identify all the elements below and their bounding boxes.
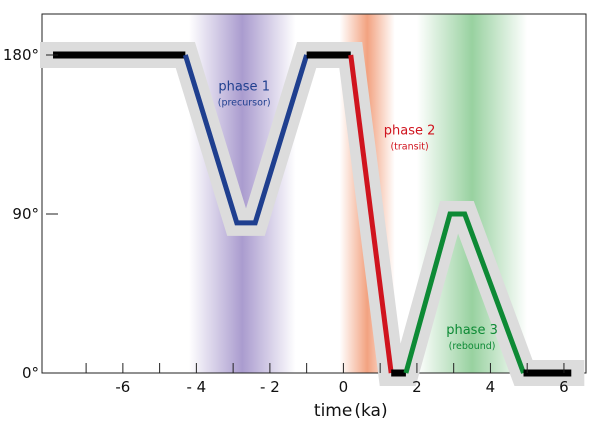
series-phase2-3: [348, 54, 394, 374]
y-tick-label: 0°: [22, 364, 39, 382]
phase-3-title: phase 3: [446, 323, 498, 338]
plot-frame: [41, 13, 587, 374]
axis-ticks: -6 - 4 - 2 0 2 4 6 0° 90° 180°: [3, 46, 569, 396]
x-tick-label: 6: [559, 378, 569, 396]
x-axis-title: time (ka): [314, 401, 388, 421]
series-lines: [53, 51, 572, 377]
series-phase1-1: [182, 54, 310, 226]
x-tick-label: -6: [115, 378, 130, 396]
x-tick-label: 2: [412, 378, 422, 396]
phase-1-title: phase 1: [218, 79, 270, 94]
y-tick-label: 90°: [12, 205, 39, 223]
phase-3-subtitle: (rebound): [449, 341, 496, 352]
x-tick-label: - 2: [260, 378, 280, 396]
y-tick-label: 180°: [3, 46, 39, 64]
x-tick-label: 4: [486, 378, 496, 396]
phase-1-subtitle: (precursor): [218, 97, 271, 108]
phase-band-1: [189, 14, 296, 373]
phase-annotations: phase 1 (precursor) phase 2 (transit) phase …: [218, 79, 498, 352]
x-tick-label: 0: [339, 378, 349, 396]
phase-2-subtitle: (transit): [390, 142, 428, 153]
x-tick-label: - 4: [187, 378, 207, 396]
phase-2-title: phase 2: [384, 124, 436, 139]
series-phase3-5: [403, 211, 526, 374]
